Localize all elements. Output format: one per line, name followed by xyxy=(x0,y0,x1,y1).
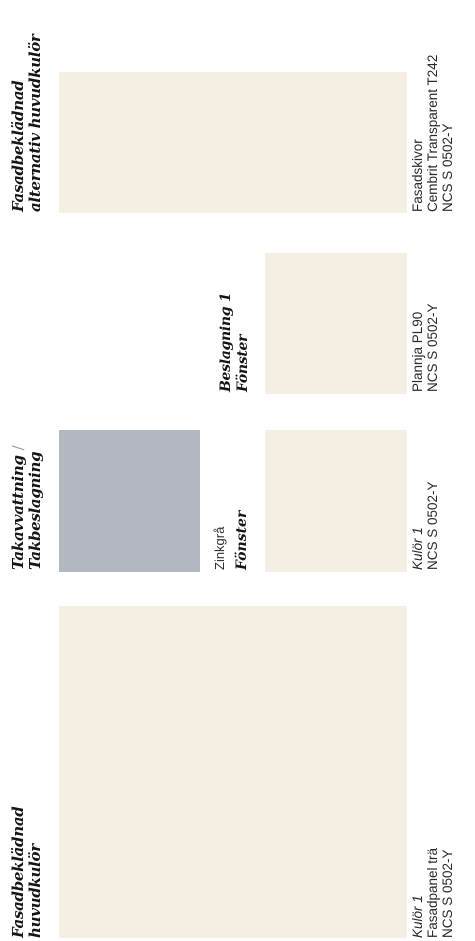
takavvattning-heading: Takavvattning / Takbeslagning xyxy=(9,445,44,570)
fasad-huvud-info: Kulör 1 Fasadpanel trä NCS S 0502-Y xyxy=(410,848,455,938)
beslagning-swatch xyxy=(265,253,407,394)
fasad-huvud-kulor: Kulör 1 xyxy=(410,895,425,938)
beslagning-ncs: NCS S 0502-Y xyxy=(425,303,440,392)
beslagning-info: Plannja PL90 NCS S 0502-Y xyxy=(410,303,440,392)
fasad-huvud-swatch xyxy=(59,606,407,938)
fonster-heading: Fönster xyxy=(234,510,250,570)
fasad-huvud-heading: Fasadbeklädnad huvudkulör xyxy=(9,806,44,938)
fasad-huvud-ncs: NCS S 0502-Y xyxy=(440,849,455,938)
fasad-alt-info: Fasadskivor Cembrit Transparent T242 NCS… xyxy=(410,55,455,212)
fasad-huvud-material: Fasadpanel trä xyxy=(425,847,440,938)
beslagning-material: Plannja PL90 xyxy=(410,311,425,392)
fonster-swatch xyxy=(265,430,407,572)
zinkgra-label: Zinkgrå xyxy=(212,526,227,570)
fasad-alt-swatch xyxy=(59,72,407,213)
fonster-info: Kulör 1 NCS S 0502-Y xyxy=(410,481,440,570)
fonster-kulor: Kulör 1 xyxy=(410,527,425,570)
fasad-alt-type: Fasadskivor xyxy=(410,139,425,212)
fonster-ncs: NCS S 0502-Y xyxy=(425,481,440,570)
fasad-alt-ncs: NCS S 0502-Y xyxy=(440,123,455,212)
fasad-alt-material: Cembrit Transparent T242 xyxy=(425,54,440,212)
beslagning-heading: Beslagning 1 Fönster xyxy=(218,292,251,392)
fasad-alt-heading: Fasadbeklädnad alternativ huvudkulör xyxy=(9,34,44,212)
zinkgra-swatch xyxy=(59,430,200,572)
